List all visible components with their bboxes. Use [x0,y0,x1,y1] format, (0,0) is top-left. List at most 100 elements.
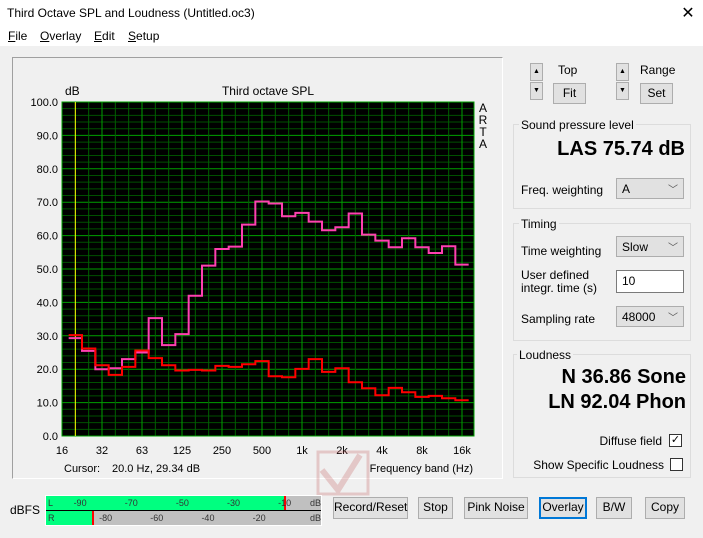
y-tick-label: 100.0 [30,97,58,109]
top-down-button[interactable]: ▼ [530,82,543,100]
meter-tick-label: -10 [278,498,292,508]
cursor-readout: 20.0 Hz, 29.34 dB [112,463,200,475]
top-label: Top [558,63,578,77]
range-down-button[interactable]: ▼ [616,82,629,100]
time-weighting-select[interactable]: Slow ﹀ [616,236,684,257]
integr-time-input[interactable]: 10 [616,270,684,293]
stop-button[interactable]: Stop [418,497,453,519]
left-level-bar [46,496,285,510]
bw-button[interactable]: B/W [596,497,632,519]
loudness-group-label: Loudness [517,348,574,362]
y-tick-label: 0.0 [43,431,58,443]
meter-unit-r: dB [310,513,322,523]
x-tick-label: 1k [296,445,308,457]
x-tick-label: 500 [253,445,271,457]
integr-label-2: integr. time (s) [521,281,598,295]
spl-group-label: Sound pressure level [519,118,636,132]
cursor-label: Cursor: [64,463,100,475]
arta-label: ARTA [478,101,488,151]
freq-weighting-label: Freq. weighting [521,183,604,197]
top-up-button[interactable]: ▲ [530,63,543,81]
time-weighting-value: Slow [622,240,649,254]
meter-r-label: R [48,513,55,523]
meter-tick-label: -80 [99,513,113,523]
meter-l-label: L [48,498,54,508]
range-label: Range [640,63,676,77]
integr-label-1: User defined [521,268,590,282]
x-tick-label: 16 [56,445,68,457]
copy-button[interactable]: Copy [645,497,685,519]
chevron-down-icon: ﹀ [668,185,678,196]
spl-value: LAS 75.74 dB [557,138,685,160]
x-tick-label: 2k [336,445,348,457]
y-tick-label: 40.0 [37,297,58,309]
y-tick-label: 90.0 [37,130,58,142]
spl-series-line [68,334,469,402]
show-specific-loudness-checkbox[interactable] [670,458,683,471]
x-axis-label: Frequency band (Hz) [370,463,473,475]
menu-overlay[interactable]: Overlay [40,29,82,43]
right-peak-marker [92,511,95,525]
x-tick-label: 8k [416,445,428,457]
timing-group-label: Timing [519,217,559,231]
y-tick-label: 60.0 [37,231,58,243]
sampling-rate-select[interactable]: 48000 ﹀ [616,306,684,327]
set-button[interactable]: Set [640,83,673,104]
loudness-ln: LN 92.04 Phon [548,391,686,413]
watermark-check-shape [319,453,363,496]
right-level-bar [46,511,93,525]
x-tick-label: 32 [96,445,108,457]
sampling-rate-label: Sampling rate [521,312,596,326]
meter-tick-label: -50 [175,498,189,508]
loudness-n: N 36.86 Sone [561,366,686,388]
time-weighting-label: Time weighting [521,244,602,258]
y-tick-label: 70.0 [37,197,58,209]
menu-setup[interactable]: Setup [128,29,160,43]
show-specific-loudness-label: Show Specific Loudness [533,458,664,472]
overlay-button[interactable]: Overlay [539,497,587,519]
chevron-down-icon: ﹀ [668,243,678,254]
menu-edit[interactable]: Edit [94,29,115,43]
meter-tick-label: -70 [124,498,138,508]
pink-noise-button[interactable]: Pink Noise [464,497,528,519]
title-bar [0,0,703,26]
watermark-box-shape [316,450,370,496]
y-tick-label: 80.0 [37,164,58,176]
meter-tick-label: -40 [201,513,215,523]
range-up-button[interactable]: ▲ [616,63,629,81]
diffuse-field-checkbox[interactable]: ✓ [669,434,682,447]
menu-bar [0,26,703,46]
x-tick-label: 63 [136,445,148,457]
meter-tick-label: -30 [227,498,241,508]
menu-file[interactable]: File [8,29,28,43]
meter-unit-l: dB [310,498,322,508]
meter-tick-label: -60 [150,513,164,523]
freq-weighting-value: A [622,182,631,196]
dbfs-label: dBFS [10,503,41,517]
close-icon[interactable]: ✕ [681,5,695,22]
y-tick-label: 20.0 [37,364,58,376]
sampling-rate-value: 48000 [622,310,656,324]
y-tick-label: 30.0 [37,331,58,343]
y-tick-label: 10.0 [37,398,58,410]
chart-title: Third octave SPL [222,84,314,98]
y-tick-label: 50.0 [37,264,58,276]
fit-button[interactable]: Fit [553,83,586,104]
meter-tick-label: -90 [73,498,87,508]
loudness-group [513,354,691,478]
x-tick-label: 250 [213,445,231,457]
meter-tick-label: -20 [252,513,266,523]
plot-border [61,101,475,437]
meter-divider [46,510,321,511]
level-meter: L R dB dB -90 -70 -50 -30 -10 -80 -60 -40 -20 [45,495,322,526]
record-reset-button[interactable]: Record/Reset [333,497,408,519]
timing-group [513,223,691,341]
x-tick-label: 4k [376,445,388,457]
y-axis-label: dB [65,84,80,98]
chevron-down-icon: ﹀ [668,313,678,324]
freq-weighting-select[interactable]: A ﹀ [616,178,684,199]
diffuse-field-label: Diffuse field [599,434,662,448]
x-tick-label: 125 [173,445,191,457]
window-title: Third Octave SPL and Loudness (Untitled.… [7,6,255,20]
